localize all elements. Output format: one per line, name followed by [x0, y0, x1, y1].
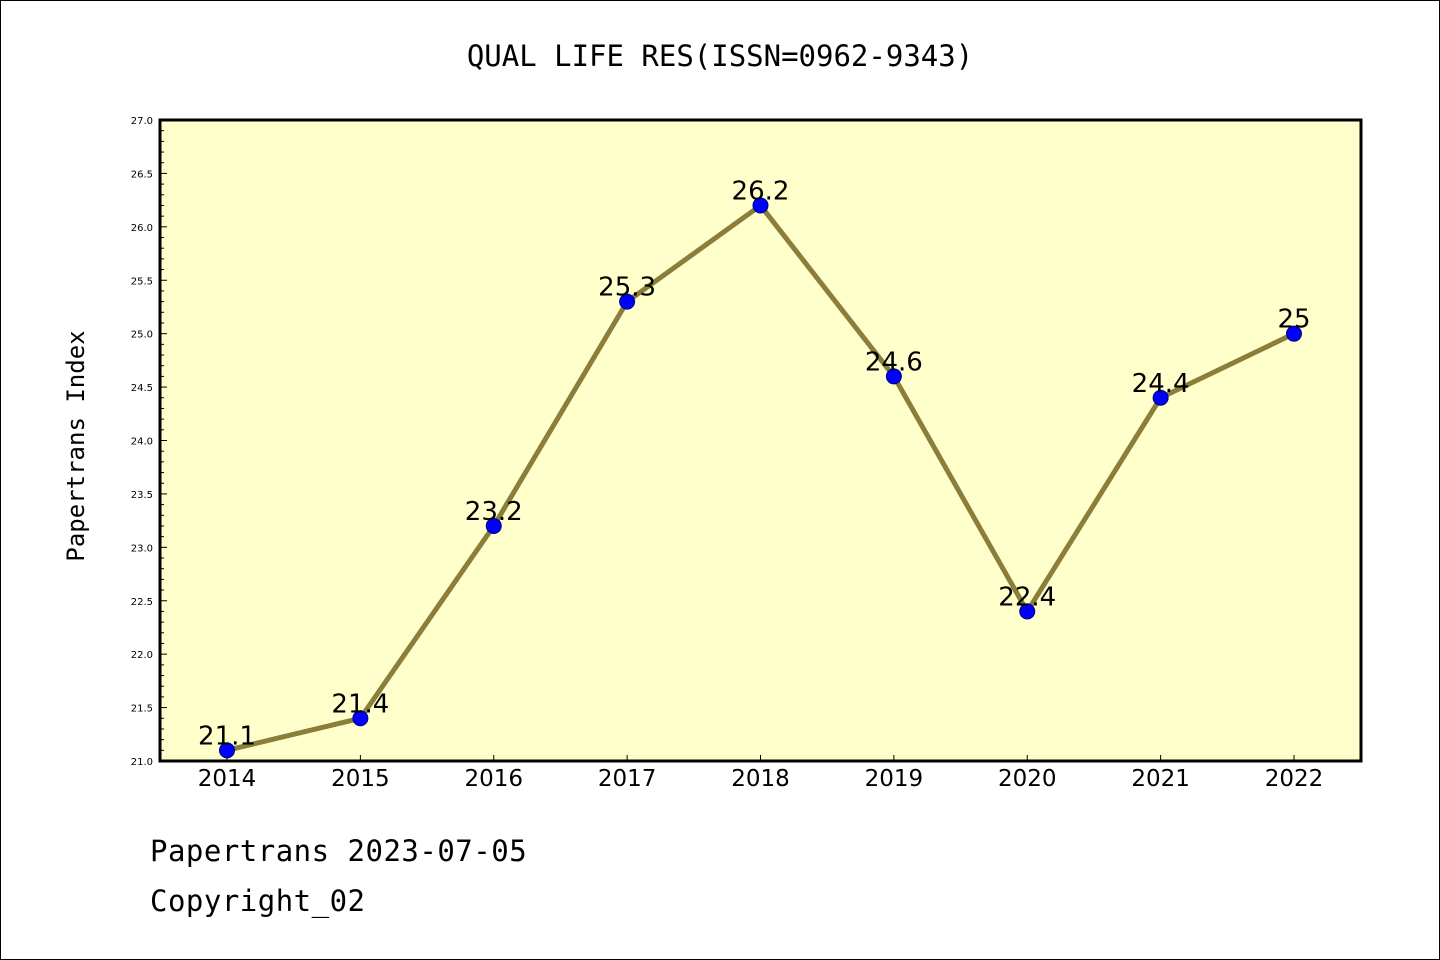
- y-tick-label: 24.0: [131, 437, 153, 448]
- data-point: [752, 197, 769, 214]
- y-tick-label: 21.5: [131, 704, 153, 715]
- x-tick-label: 2020: [998, 766, 1057, 792]
- data-point: [219, 742, 235, 759]
- y-tick-label: 24.5: [131, 383, 153, 394]
- data-label: 21.4: [331, 689, 389, 719]
- x-tick-label: 2021: [1131, 766, 1190, 792]
- y-tick-label: 21.0: [131, 757, 153, 768]
- y-tick-label: 26.5: [131, 169, 153, 180]
- y-tick-label: 25.0: [131, 330, 153, 341]
- chart-title: QUAL LIFE RES(ISSN=0962-9343): [467, 39, 973, 73]
- y-tick-label: 23.0: [131, 543, 153, 554]
- data-label: 25.3: [598, 273, 656, 303]
- footer-copyright: Copyright_02: [150, 884, 366, 918]
- y-tick-label: 27.0: [131, 116, 153, 127]
- x-axis-ticks: 2014 2015 2016 2017 2018 2019 2020 2021 2022: [198, 755, 1324, 792]
- data-label: 25: [1277, 305, 1310, 335]
- y-tick-label: 22.5: [131, 597, 153, 608]
- data-label: 21.1: [198, 721, 256, 751]
- series-layer: 21.1 21.4 23.2 25.3 26.2 24.6 22.4 24.4 25: [198, 176, 1311, 759]
- data-label: 24.6: [865, 347, 923, 377]
- data-point: [885, 368, 902, 385]
- y-axis-label: Papertrans Index: [62, 330, 90, 561]
- y-tick-label: 22.0: [131, 650, 153, 661]
- data-label: 22.4: [998, 582, 1056, 612]
- plot-area: [160, 120, 1361, 761]
- footer-date-line: Papertrans 2023-07-05: [150, 834, 528, 868]
- data-label: 23.2: [465, 497, 523, 527]
- data-point: [485, 517, 502, 534]
- data-label: 24.4: [1132, 369, 1190, 399]
- y-tick-label: 25.5: [131, 276, 153, 287]
- x-tick-label: 2014: [198, 766, 257, 792]
- x-tick-label: 2018: [731, 766, 790, 792]
- x-tick-label: 2017: [598, 766, 657, 792]
- x-tick-label: 2015: [331, 766, 390, 792]
- y-tick-label: 26.0: [131, 223, 153, 234]
- data-point: [619, 293, 636, 310]
- x-tick-label: 2016: [464, 766, 523, 792]
- plot-frame: [158, 118, 1363, 763]
- data-point: [1286, 325, 1302, 342]
- x-tick-label: 2019: [865, 766, 924, 792]
- data-point: [1019, 603, 1036, 620]
- data-point: [1152, 389, 1169, 406]
- x-tick-label: 2022: [1265, 766, 1324, 792]
- data-point: [352, 710, 369, 727]
- y-tick-label: 23.5: [131, 490, 153, 501]
- data-label: 26.2: [732, 176, 790, 206]
